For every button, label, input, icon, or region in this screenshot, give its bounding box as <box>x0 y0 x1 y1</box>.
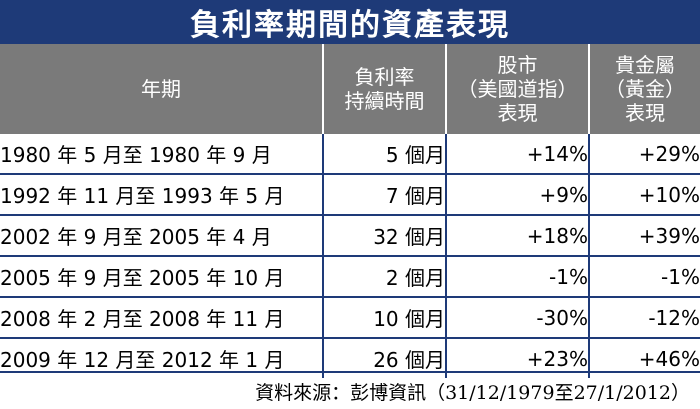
data-table: 年期 負利率 持續時間 股市 （美國道指） 表現 貴金屬 （黃金） 表現 <box>0 44 700 378</box>
table-row: 1992 年 11 月至 1993 年 5 月 7 個月 +9% +10% <box>0 174 700 216</box>
table-row: 2005 年 9 月至 2005 年 10 月 2 個月 -1% -1% <box>0 256 700 298</box>
gold-return-cell: -1% <box>589 256 700 298</box>
header-gold-line-1: 貴金屬 <box>615 53 675 77</box>
period-cell: 2005 年 9 月至 2005 年 10 月 <box>0 256 324 298</box>
table-row: 2002 年 9 月至 2005 年 4 月 32 個月 +18% +39% <box>0 215 700 257</box>
gold-return-cell: +39% <box>589 215 700 257</box>
table-row: 1980 年 5 月至 1980 年 9 月 5 個月 +14% +29% <box>0 134 700 175</box>
header-gold-line-3: 表現 <box>625 101 665 125</box>
period-cell: 2008 年 2 月至 2008 年 11 月 <box>0 297 324 339</box>
stock-return-cell: +18% <box>446 215 590 257</box>
source-footer: 資料來源：彭博資訊（31/12/1979至27/1/2012） <box>0 371 700 409</box>
duration-cell: 2 個月 <box>323 256 447 298</box>
duration-cell: 10 個月 <box>323 297 447 339</box>
stock-return-cell: -1% <box>446 256 590 298</box>
stock-return-cell: +9% <box>446 174 590 216</box>
stock-return-cell: -30% <box>446 297 590 339</box>
period-cell: 1992 年 11 月至 1993 年 5 月 <box>0 174 324 216</box>
header-duration: 負利率 持續時間 <box>323 44 447 134</box>
gold-return-cell: -12% <box>589 297 700 339</box>
gold-return-cell: +10% <box>589 174 700 216</box>
header-row: 年期 負利率 持續時間 股市 （美國道指） 表現 貴金屬 （黃金） 表現 <box>0 44 700 134</box>
duration-cell: 7 個月 <box>323 174 447 216</box>
header-stock-line-1: 股市 <box>497 53 538 77</box>
header-stock-line-3: 表現 <box>497 101 538 125</box>
header-gold-line-2: （黃金） <box>605 77 685 101</box>
header-stock: 股市 （美國道指） 表現 <box>446 44 590 134</box>
period-cell: 1980 年 5 月至 1980 年 9 月 <box>0 134 324 175</box>
duration-cell: 5 個月 <box>323 134 447 175</box>
duration-cell: 32 個月 <box>323 215 447 257</box>
header-period-label: 年期 <box>141 77 181 101</box>
table-row: 2008 年 2 月至 2008 年 11 月 10 個月 -30% -12% <box>0 297 700 339</box>
header-duration-line-2: 持續時間 <box>344 89 425 113</box>
chart-title: 負利率期間的資產表現 <box>190 8 510 43</box>
header-duration-line-1: 負利率 <box>354 65 415 89</box>
gold-return-cell: +29% <box>589 134 700 175</box>
gold-return-cell: +46% <box>638 346 700 371</box>
source-note: 資料來源：彭博資訊（31/12/1979至27/1/2012） <box>255 381 690 404</box>
header-period: 年期 <box>0 44 324 134</box>
period-cell: 2002 年 9 月至 2005 年 4 月 <box>0 215 324 257</box>
header-stock-line-2: （美國道指） <box>457 77 578 101</box>
stock-return-cell: +14% <box>446 134 590 175</box>
title-bar: 負利率期間的資產表現 <box>0 0 700 44</box>
header-gold: 貴金屬 （黃金） 表現 <box>589 44 700 134</box>
